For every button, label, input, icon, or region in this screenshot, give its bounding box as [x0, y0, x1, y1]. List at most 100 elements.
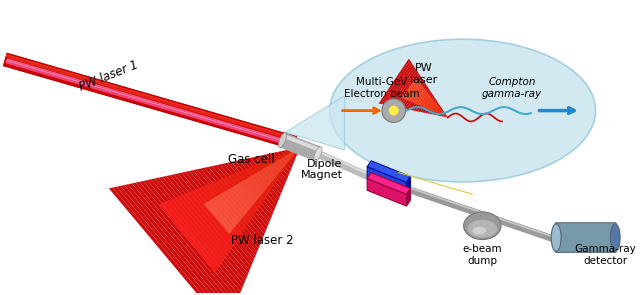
Polygon shape — [422, 96, 435, 113]
Polygon shape — [268, 164, 279, 176]
Polygon shape — [5, 55, 296, 142]
Polygon shape — [294, 149, 298, 153]
Polygon shape — [189, 170, 259, 252]
Polygon shape — [285, 150, 296, 161]
Polygon shape — [431, 104, 438, 112]
Polygon shape — [278, 158, 286, 167]
Polygon shape — [235, 160, 276, 209]
Polygon shape — [279, 154, 289, 166]
Polygon shape — [287, 153, 293, 159]
Polygon shape — [269, 153, 290, 176]
Polygon shape — [207, 200, 234, 231]
Polygon shape — [3, 54, 297, 148]
Polygon shape — [249, 176, 265, 193]
Polygon shape — [418, 92, 432, 112]
Polygon shape — [233, 173, 262, 207]
Polygon shape — [441, 112, 445, 117]
Polygon shape — [408, 84, 422, 102]
Polygon shape — [275, 160, 284, 170]
Polygon shape — [163, 201, 219, 270]
Polygon shape — [182, 172, 255, 259]
Polygon shape — [210, 198, 236, 228]
Polygon shape — [219, 178, 253, 219]
Polygon shape — [422, 96, 432, 108]
Polygon shape — [258, 163, 276, 185]
Polygon shape — [258, 155, 285, 187]
Polygon shape — [403, 80, 419, 100]
Polygon shape — [128, 183, 235, 295]
Polygon shape — [265, 160, 281, 178]
Polygon shape — [444, 114, 447, 117]
Polygon shape — [223, 191, 246, 217]
Polygon shape — [191, 190, 236, 245]
Polygon shape — [276, 155, 287, 169]
Polygon shape — [367, 173, 410, 194]
Text: Compton
gamma-ray: Compton gamma-ray — [482, 77, 542, 99]
Polygon shape — [197, 168, 262, 245]
Polygon shape — [155, 178, 245, 285]
Polygon shape — [420, 94, 433, 112]
Polygon shape — [213, 196, 239, 225]
Polygon shape — [116, 186, 230, 295]
Polygon shape — [166, 200, 221, 267]
Polygon shape — [285, 96, 344, 150]
Polygon shape — [212, 181, 249, 226]
Polygon shape — [265, 166, 276, 179]
Polygon shape — [410, 86, 424, 103]
Polygon shape — [390, 68, 417, 106]
Polygon shape — [284, 155, 291, 161]
Polygon shape — [240, 170, 266, 201]
Polygon shape — [166, 175, 250, 274]
Text: Gas cell: Gas cell — [228, 153, 275, 166]
Polygon shape — [224, 163, 272, 219]
Ellipse shape — [472, 227, 486, 235]
Polygon shape — [255, 172, 269, 188]
Polygon shape — [230, 174, 260, 210]
Polygon shape — [193, 169, 260, 248]
Polygon shape — [394, 182, 562, 240]
Polygon shape — [250, 157, 282, 194]
Polygon shape — [443, 114, 446, 117]
FancyBboxPatch shape — [555, 223, 616, 252]
Polygon shape — [212, 165, 268, 230]
Polygon shape — [195, 189, 238, 242]
Text: Gamma-ray
detector: Gamma-ray detector — [575, 245, 636, 266]
Polygon shape — [367, 161, 410, 182]
Polygon shape — [226, 176, 257, 213]
Polygon shape — [5, 60, 294, 147]
Polygon shape — [383, 63, 413, 105]
Polygon shape — [132, 183, 236, 295]
Polygon shape — [173, 197, 225, 260]
Polygon shape — [205, 167, 264, 237]
Polygon shape — [140, 181, 239, 295]
Ellipse shape — [382, 99, 406, 122]
Polygon shape — [246, 177, 262, 196]
Polygon shape — [247, 167, 270, 194]
Polygon shape — [227, 189, 248, 214]
Polygon shape — [209, 166, 266, 234]
Polygon shape — [252, 173, 267, 190]
Ellipse shape — [389, 106, 399, 116]
Polygon shape — [174, 173, 253, 266]
Polygon shape — [406, 82, 426, 109]
Polygon shape — [243, 179, 260, 199]
Ellipse shape — [611, 224, 620, 251]
Polygon shape — [281, 150, 294, 165]
Polygon shape — [385, 65, 414, 105]
Polygon shape — [429, 102, 436, 111]
Polygon shape — [438, 110, 443, 114]
Polygon shape — [406, 82, 420, 101]
Polygon shape — [177, 196, 228, 257]
Polygon shape — [188, 191, 234, 248]
Polygon shape — [436, 108, 443, 116]
Text: PW laser 2: PW laser 2 — [231, 234, 294, 247]
Polygon shape — [415, 90, 431, 112]
Polygon shape — [186, 171, 257, 256]
Polygon shape — [254, 156, 284, 191]
Polygon shape — [436, 108, 442, 114]
Ellipse shape — [314, 147, 322, 161]
Polygon shape — [124, 184, 233, 295]
Polygon shape — [198, 187, 241, 238]
Polygon shape — [367, 167, 406, 194]
Polygon shape — [251, 165, 273, 191]
